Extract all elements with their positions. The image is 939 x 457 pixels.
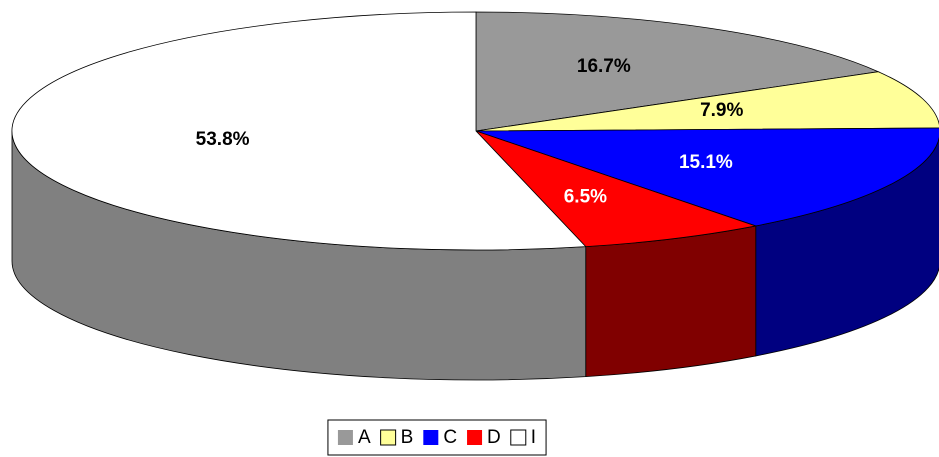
data-label: 16.7% bbox=[577, 56, 631, 77]
slice bbox=[475, 11, 880, 132]
slice bbox=[475, 71, 939, 132]
legend-swatch bbox=[380, 429, 397, 446]
data-label: 6.5% bbox=[564, 187, 607, 208]
data-label: 53.8% bbox=[196, 129, 250, 150]
data-label: 15.1% bbox=[679, 152, 733, 173]
legend-label: A bbox=[358, 427, 371, 448]
pie-tops bbox=[11, 11, 939, 251]
legend-swatch bbox=[510, 429, 527, 446]
legend-swatch bbox=[337, 430, 353, 445]
legend-label: I bbox=[531, 427, 536, 448]
legend-swatch bbox=[423, 430, 439, 445]
legend-label: B bbox=[401, 427, 414, 448]
legend-label: C bbox=[443, 427, 457, 448]
slice bbox=[475, 127, 939, 227]
legend-label: D bbox=[487, 427, 501, 448]
slice-side bbox=[585, 225, 757, 378]
pie-sides bbox=[11, 130, 939, 381]
data-label: 7.9% bbox=[700, 100, 743, 121]
slice bbox=[11, 11, 587, 251]
slice bbox=[475, 130, 758, 248]
legend-swatch bbox=[467, 430, 483, 445]
